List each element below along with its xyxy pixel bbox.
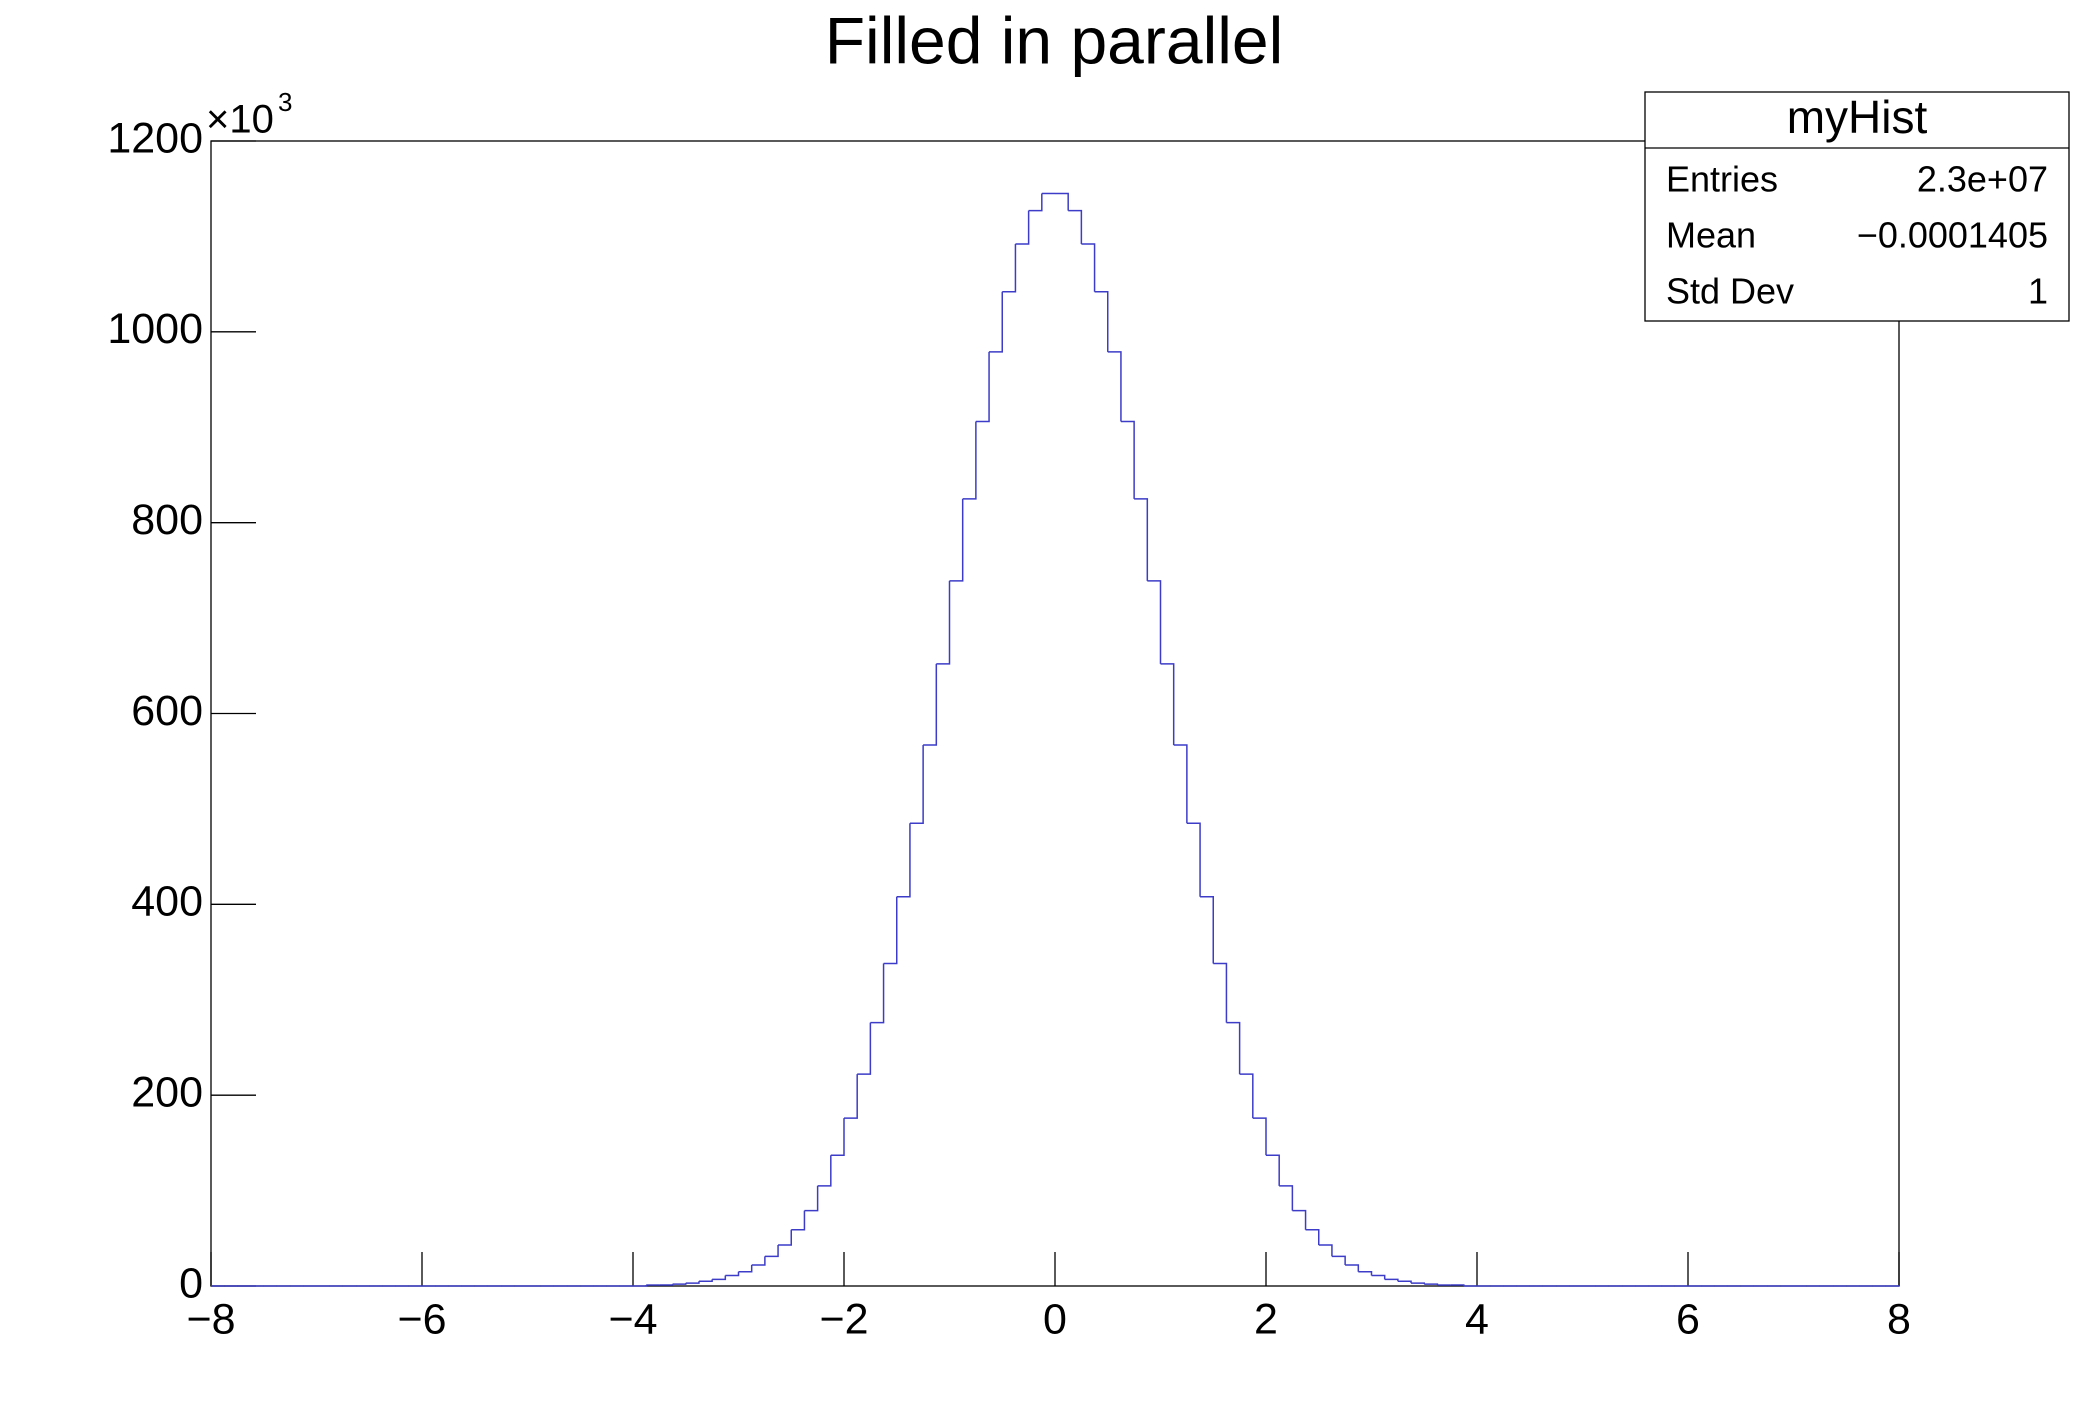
histogram-bin — [949, 498, 964, 582]
histogram-bin — [1186, 822, 1201, 897]
x-tick-label: −6 — [397, 1295, 446, 1343]
histogram-bin — [936, 580, 951, 665]
histogram-bin — [1331, 1255, 1346, 1266]
histogram-bin — [804, 1185, 819, 1212]
x-tick-label: 6 — [1676, 1295, 1700, 1343]
histogram-bin — [712, 1275, 727, 1281]
histogram-bin — [1279, 1185, 1294, 1211]
y-tick-label: 1000 — [107, 305, 203, 353]
histogram-bin — [738, 1265, 753, 1273]
histogram-bin — [870, 963, 885, 1024]
histogram-bin — [764, 1244, 779, 1258]
histogram-bin — [1358, 1270, 1373, 1276]
histogram-bin — [962, 421, 977, 500]
histogram-bin — [1094, 291, 1109, 352]
histogram-bin — [844, 1074, 858, 1119]
x-tick-label: 4 — [1465, 1295, 1489, 1343]
histogram-bin — [1028, 193, 1043, 212]
histogram-bin — [923, 663, 938, 746]
histogram-bin — [883, 896, 898, 965]
histogram-bin — [1120, 420, 1135, 499]
histogram-bin — [1266, 1154, 1280, 1186]
x-tick-label: 2 — [1254, 1295, 1278, 1343]
y-multiplier-exponent: 3 — [278, 87, 292, 117]
histogram-bin — [725, 1271, 740, 1277]
histogram-bin — [896, 823, 911, 898]
y-tick-label: 400 — [131, 878, 203, 926]
y-tick-label: 800 — [131, 496, 203, 544]
histogram-bin — [909, 744, 924, 824]
y-tick-label: 200 — [131, 1069, 203, 1117]
histogram-bin — [1318, 1244, 1333, 1257]
stats-frame — [1644, 91, 2070, 322]
histogram-bin — [1345, 1264, 1360, 1272]
histogram-bin — [1200, 895, 1214, 964]
x-tick-label: −2 — [819, 1295, 868, 1343]
histogram-bin — [1015, 210, 1030, 245]
stats-label: Std Dev — [1666, 271, 1794, 312]
stats-box: myHist — [1644, 91, 2070, 322]
histogram-bin — [817, 1155, 832, 1187]
histogram-bin — [751, 1256, 766, 1266]
stats-title: myHist — [1787, 91, 1928, 143]
stats-value: 1 — [2028, 271, 2048, 312]
stats-value: 2.3e+07 — [1917, 159, 2048, 200]
histogram-bin — [1081, 243, 1096, 292]
histogram-bin — [1226, 1021, 1241, 1075]
histogram-bin — [1134, 498, 1149, 581]
histogram-bin — [1305, 1228, 1320, 1245]
histogram-bin — [1107, 351, 1122, 422]
y-tick-label: 600 — [131, 687, 203, 735]
stats-label: Mean — [1666, 215, 1756, 256]
histogram-bin — [1147, 580, 1162, 664]
histogram-bin — [1292, 1209, 1307, 1230]
histogram-bin — [791, 1210, 806, 1231]
x-tick-label: 8 — [1887, 1295, 1911, 1343]
histogram-bin — [1252, 1117, 1267, 1156]
histogram-bin — [778, 1229, 792, 1246]
chart-title: Filled in parallel — [825, 3, 1284, 77]
y-tick-label: 1200 — [107, 114, 203, 162]
x-tick-label: −4 — [608, 1295, 657, 1343]
histogram-bin — [975, 351, 990, 423]
y-tick-label: 0 — [179, 1259, 203, 1307]
histogram-bin — [989, 291, 1003, 353]
histogram-bin — [1160, 663, 1175, 745]
histogram-bin — [1239, 1073, 1254, 1119]
histogram-bin — [857, 1022, 872, 1075]
histogram-bin — [1371, 1274, 1386, 1280]
histogram-bin — [1068, 209, 1083, 245]
stats-value: −0.0001405 — [1857, 215, 2048, 256]
histogram-bin — [830, 1118, 845, 1157]
histogram-bin — [1055, 192, 1069, 211]
histogram-bin — [1213, 962, 1228, 1023]
stats-label: Entries — [1666, 159, 1778, 200]
y-multiplier: ×10 — [206, 98, 274, 142]
histogram-bin — [1450, 1284, 1465, 1286]
x-tick-label: −8 — [186, 1295, 235, 1343]
histogram-bin — [1173, 744, 1188, 824]
x-tick-label: 0 — [1043, 1295, 1067, 1343]
histogram-bin — [1002, 244, 1017, 293]
histogram-bin — [1397, 1280, 1412, 1284]
